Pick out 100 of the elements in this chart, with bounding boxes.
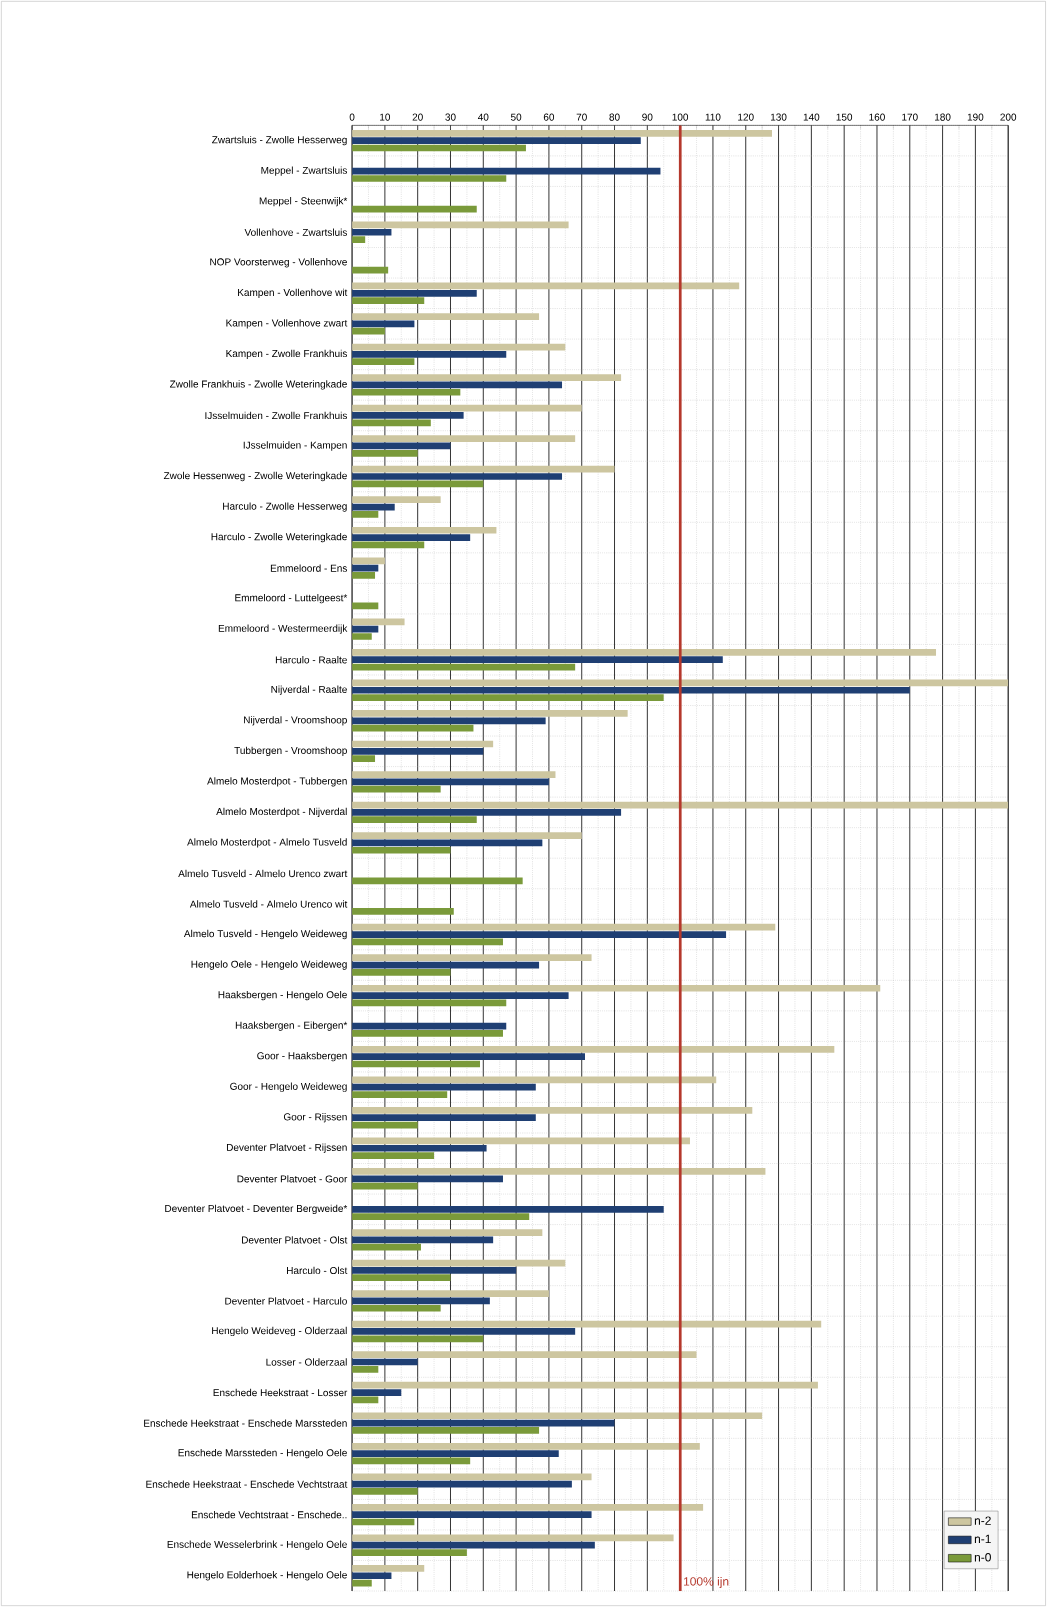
- bar: [352, 618, 405, 626]
- bar: [352, 167, 661, 175]
- bar: [352, 633, 372, 640]
- x-tick-label: 130: [771, 113, 787, 121]
- y-tick-label: Enschede Marssteden - Hengelo Oele: [178, 1448, 347, 1459]
- y-tick-label: Zwartsluis - Zwolle Hesserweg: [212, 135, 347, 146]
- y-tick-label: Meppel - Steenwijk*: [259, 197, 348, 207]
- bar: [352, 534, 471, 541]
- bar: [352, 412, 464, 419]
- legend-label: n-0: [974, 1553, 992, 1562]
- y-tick-label: Emmeloord - Luttelgeest*: [235, 594, 348, 604]
- bar: [352, 1144, 487, 1152]
- y-tick-label: Deventer Platvoet - Harculo: [225, 1297, 347, 1305]
- bar: [352, 1053, 586, 1061]
- bar: [352, 465, 615, 473]
- y-tick-label: Deventer Platvoet - Rijssen: [227, 1143, 347, 1153]
- bar: [352, 1168, 766, 1175]
- y-tick-label: IJsselmuiden - Kampen: [243, 441, 347, 451]
- x-tick-label: 10: [380, 113, 391, 121]
- bar: [352, 846, 451, 854]
- bar: [352, 778, 549, 786]
- x-tick-label: 110: [705, 113, 721, 121]
- bar: [352, 1267, 517, 1274]
- bar: [352, 832, 582, 839]
- bar: [352, 1243, 422, 1251]
- bar: [352, 572, 376, 579]
- ref-line-label: 100% ijn: [684, 1576, 729, 1589]
- bar: [352, 313, 540, 320]
- y-tick-label: Emmeloord - Ens: [270, 564, 348, 572]
- bar: [352, 1328, 576, 1335]
- bar: [352, 984, 881, 992]
- y-tick-label: Almelo Mosterdpot - Almelo Tusveld: [187, 838, 347, 848]
- bar: [352, 1091, 448, 1098]
- y-tick-label: Enschede Vechtstraat - Enschede..: [192, 1511, 347, 1519]
- x-tick-label: 150: [836, 113, 853, 121]
- x-tick-label: 190: [967, 113, 984, 121]
- bar: [352, 388, 461, 396]
- bar: [352, 625, 379, 633]
- bar: [352, 785, 441, 793]
- y-tick-label: Harculo - Raalte: [275, 656, 347, 664]
- bar: [352, 717, 546, 725]
- bar: [352, 954, 592, 962]
- y-tick-label: Enschede Wesselerbrink - Hengelo Oele: [167, 1540, 347, 1550]
- bar: [352, 449, 418, 457]
- y-tick-label: Zwole Hessenweg - Zwolle Weteringkade: [163, 471, 347, 482]
- x-tick-label: 200: [1000, 113, 1017, 121]
- x-tick-label: 90: [642, 113, 653, 121]
- bar: [352, 816, 477, 824]
- bar: [352, 1427, 540, 1434]
- y-tick-label: Goor - Hengelo Weideweg: [230, 1082, 347, 1092]
- bar: [352, 1381, 818, 1389]
- bar: [352, 1473, 592, 1481]
- bar: [352, 557, 385, 565]
- y-tick-label: Zwolle Frankhuis - Zwolle Weteringkade: [170, 380, 347, 390]
- bar: [352, 351, 507, 358]
- y-tick-label: Tubbergen - Vroomshoop: [234, 746, 347, 756]
- bar: [352, 129, 773, 137]
- legend-label: n-2: [974, 1516, 991, 1525]
- bar: [352, 1083, 536, 1091]
- bar: [352, 1205, 664, 1213]
- bar: [352, 1412, 763, 1420]
- bar: [352, 480, 484, 488]
- y-tick-label: IJsselmuiden - Zwolle Frankhuis: [205, 411, 348, 420]
- bar: [352, 473, 563, 480]
- y-tick-label: Vollenhove - Zwartsluis: [244, 228, 348, 236]
- bar: [352, 1541, 595, 1549]
- bar: [352, 1549, 467, 1556]
- bar: [352, 649, 937, 656]
- bar: [352, 228, 392, 236]
- bar: [352, 877, 523, 885]
- bar: [352, 938, 504, 946]
- y-tick-label: Goor - Haaksbergen: [257, 1052, 347, 1062]
- y-tick-label: Hengelo Oele - Hengelo Weideweg: [191, 960, 347, 970]
- y-tick-label: NOP Voorsterweg - Vollenhove: [210, 258, 347, 268]
- y-tick-label: Almelo Tusveld - Hengelo Weideweg: [184, 929, 347, 940]
- legend-label: n-1: [974, 1534, 991, 1544]
- bar: [352, 297, 425, 304]
- bar: [352, 1030, 504, 1037]
- x-tick-label: 60: [543, 113, 555, 121]
- y-tick-label: Haaksbergen - Hengelo Oele: [218, 990, 347, 1001]
- bar: [352, 496, 441, 504]
- y-tick-label: Harculo - Olst: [287, 1266, 348, 1275]
- y-tick-label: Hengelo Weideveg - Olderzaal: [212, 1326, 347, 1337]
- bar: [352, 1389, 402, 1396]
- bar: [352, 175, 507, 182]
- y-tick-label: Deventer Platvoet - Goor: [237, 1175, 348, 1183]
- y-tick-label: Almelo Mosterdpot - Nijverdal: [216, 807, 347, 818]
- y-tick-label: Harculo - Zwolle Weteringkade: [211, 532, 347, 543]
- bar: [352, 755, 376, 763]
- y-tick-label: Kampen - Zwolle Frankhuis: [226, 349, 348, 360]
- bar: [352, 137, 641, 144]
- bar: [352, 1351, 697, 1359]
- bar: [352, 809, 622, 816]
- y-tick-label: Haaksbergen - Eibergen*: [235, 1021, 348, 1031]
- bar: [352, 236, 366, 243]
- bar: [352, 1511, 592, 1519]
- x-tick-label: 100: [672, 113, 689, 121]
- y-tick-label: Losser - Olderzaal: [266, 1358, 347, 1366]
- bar: [352, 747, 484, 755]
- x-tick-label: 80: [609, 113, 620, 121]
